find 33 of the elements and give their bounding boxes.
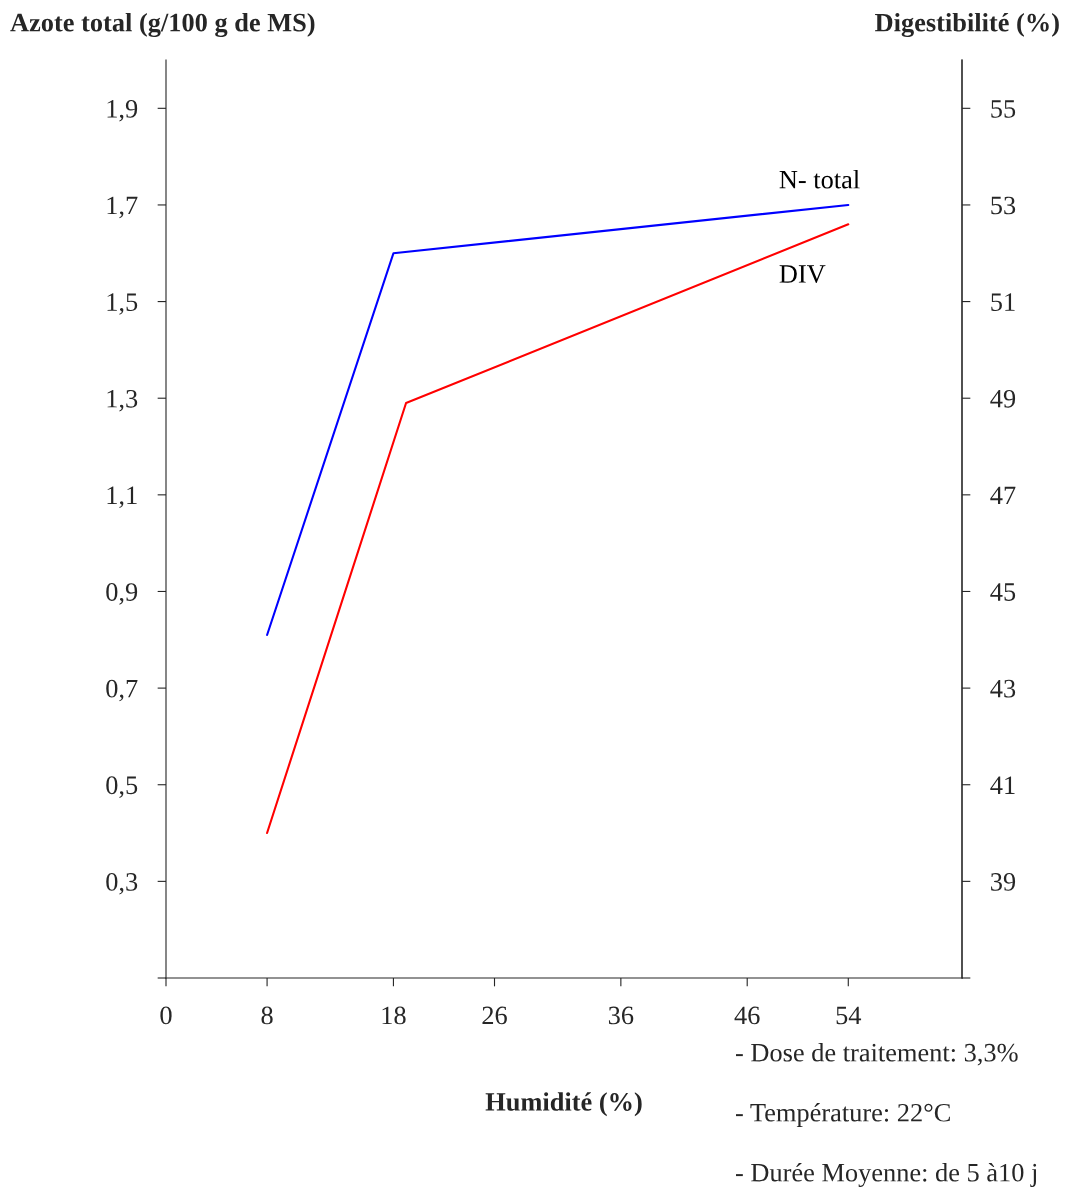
x-tick-label: 18 bbox=[382, 1006, 406, 1025]
y2-tick-label: 49 bbox=[990, 389, 1016, 408]
y2-tick-label: 51 bbox=[991, 293, 1015, 311]
x-axis-title: Humidité (%) bbox=[485, 1092, 642, 1117]
y2-tick-label: 47 bbox=[990, 486, 1016, 504]
x-tick-label: 46 bbox=[734, 1006, 760, 1025]
text: - Dose de traitement: 3,3% bbox=[735, 1043, 1018, 1066]
series-label: DIV bbox=[779, 265, 826, 284]
y-axis-title: Azote total (g/100 g de MS) bbox=[10, 12, 315, 38]
series-label: N- total bbox=[779, 169, 860, 189]
y2-axis-title: Digestibilité (%) bbox=[875, 12, 1059, 38]
x-tick-label: 0 bbox=[160, 1006, 172, 1025]
y-tick-label: 1,7 bbox=[107, 196, 138, 219]
text: - Température: 22°C bbox=[735, 1103, 950, 1127]
y-tick-label: 0,5 bbox=[106, 776, 138, 798]
x-tick-label: 26 bbox=[482, 1006, 507, 1025]
y-tick-label: 1,5 bbox=[107, 293, 138, 315]
y2-tick-label: 41 bbox=[990, 776, 1015, 794]
y2-tick-label: 53 bbox=[991, 196, 1016, 215]
y-tick-label: 0,9 bbox=[106, 583, 138, 605]
y2-tick-label: 43 bbox=[990, 679, 1016, 698]
x-tick-label: 36 bbox=[608, 1006, 634, 1025]
y2-tick-label: 45 bbox=[990, 583, 1016, 601]
x-tick-label: 54 bbox=[836, 1006, 862, 1025]
y-tick-label: 0,7 bbox=[106, 679, 138, 702]
y-tick-label: 1,3 bbox=[107, 389, 138, 412]
y-tick-label: 1,1 bbox=[107, 486, 137, 509]
y2-tick-label: 39 bbox=[991, 873, 1016, 891]
text: - Durée Moyenne: de 5 à10 j bbox=[735, 1162, 1037, 1188]
x-tick-label: 8 bbox=[261, 1006, 273, 1025]
y-tick-label: 1,9 bbox=[107, 100, 138, 122]
y-tick-label: 0,3 bbox=[106, 872, 138, 895]
y2-tick-label: 55 bbox=[991, 100, 1016, 118]
